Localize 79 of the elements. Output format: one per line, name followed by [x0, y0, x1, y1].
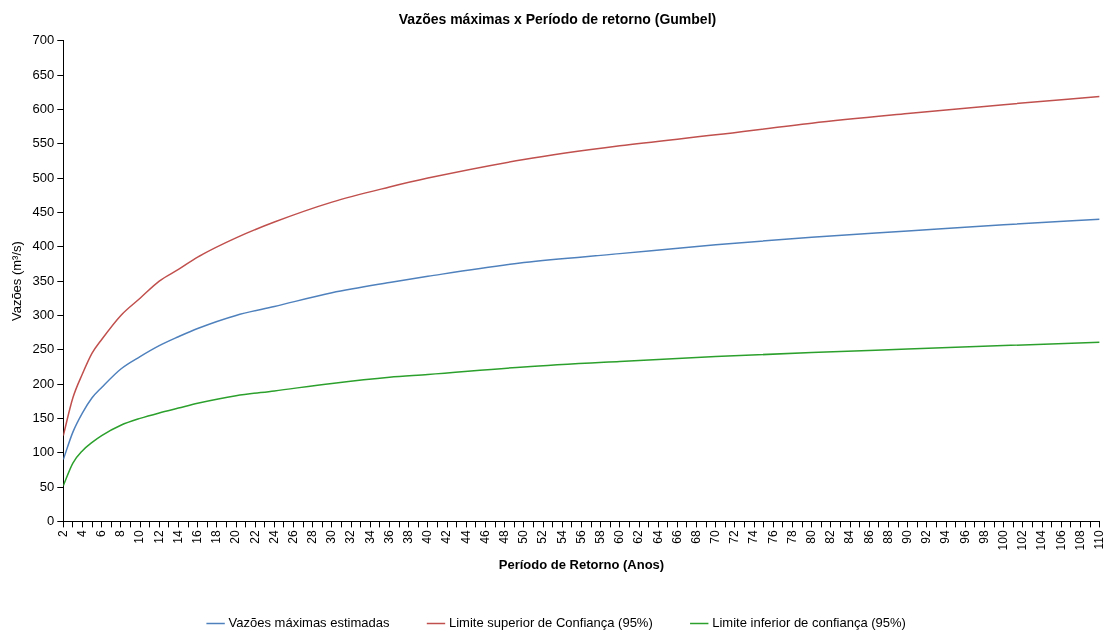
x-tick-label: 20 [228, 530, 243, 544]
x-tick-label: 72 [727, 530, 742, 544]
x-tick-label: 78 [784, 530, 799, 544]
x-tick-label: 4 [74, 530, 89, 538]
x-tick-label: 36 [381, 530, 396, 544]
x-tick-label: 68 [688, 530, 703, 544]
y-tick-label: 300 [32, 306, 55, 322]
x-tick-label: 34 [362, 530, 377, 544]
x-tick-label: 94 [938, 530, 953, 544]
x-tick-label: 74 [746, 530, 761, 544]
x-tick-label: 84 [842, 530, 857, 544]
x-tick-label: 104 [1034, 530, 1049, 551]
x-tick-label: 66 [669, 530, 684, 544]
x-tick-label: 30 [324, 530, 339, 544]
x-tick-label: 108 [1072, 530, 1087, 551]
x-tick-label: 88 [880, 530, 895, 544]
x-tick-label: 46 [477, 530, 492, 544]
x-tick-label: 70 [708, 530, 723, 544]
x-tick-label: 58 [592, 530, 607, 544]
x-tick-label: 62 [631, 530, 646, 544]
y-tick-label: 200 [32, 375, 55, 391]
x-tick-label: 106 [1053, 530, 1068, 551]
x-tick-label: 12 [151, 530, 166, 544]
x-tick-label: 56 [573, 530, 588, 544]
legend-label: Limite inferior de confiança (95%) [712, 615, 906, 631]
y-tick-label: 500 [32, 169, 55, 185]
y-tick-label: 0 [47, 512, 55, 528]
x-tick-label: 100 [995, 530, 1010, 551]
x-tick-label: 2 [55, 530, 70, 538]
x-tick-label: 26 [285, 530, 300, 544]
x-tick-label: 60 [612, 530, 627, 544]
chart-title: Vazões máximas x Período de retorno (Gumbel) [398, 11, 717, 28]
y-axis-title: Vazões (m³/s) [9, 241, 25, 322]
line-series [63, 341, 1100, 487]
x-tick-label: 80 [804, 530, 819, 544]
legend-label: Limite superior de Confiança (95%) [448, 615, 653, 631]
x-tick-label: 76 [765, 530, 780, 544]
y-tick-label: 250 [32, 341, 55, 357]
x-tick-label: 86 [861, 530, 876, 544]
x-tick-label: 90 [900, 530, 914, 544]
x-tick-label: 6 [93, 530, 108, 538]
y-tick-label: 600 [32, 101, 55, 117]
x-tick-label: 32 [343, 530, 358, 544]
x-tick-label: 8 [113, 530, 128, 538]
y-tick-label: 150 [32, 409, 55, 425]
x-tick-label: 24 [266, 530, 281, 544]
y-tick-label: 700 [32, 32, 55, 48]
x-tick-label: 92 [919, 530, 934, 544]
y-tick-label: 50 [39, 478, 55, 494]
x-tick-label: 40 [420, 530, 435, 544]
line-series [63, 95, 1100, 437]
x-tick-label: 44 [458, 530, 473, 544]
x-tick-label: 22 [247, 530, 262, 544]
x-tick-label: 64 [650, 530, 665, 544]
x-axis-title: Período de Retorno (Anos) [498, 556, 665, 572]
x-tick-label: 96 [957, 530, 972, 544]
x-tick-label: 18 [209, 530, 224, 544]
x-tick-label: 48 [496, 530, 511, 544]
line-series [63, 218, 1100, 461]
legend-label: Vazões máximas estimadas [228, 615, 390, 631]
y-tick-label: 450 [32, 204, 55, 220]
y-tick-label: 550 [32, 135, 55, 151]
x-tick-label: 28 [305, 530, 320, 544]
x-tick-label: 82 [823, 530, 838, 544]
y-tick-label: 650 [32, 66, 55, 82]
x-tick-label: 10 [132, 530, 147, 544]
x-tick-label: 110 [1091, 530, 1106, 550]
x-tick-label: 102 [1015, 530, 1030, 551]
y-tick-label: 400 [32, 238, 55, 254]
x-tick-label: 52 [535, 530, 550, 544]
x-tick-label: 42 [439, 530, 454, 544]
x-tick-label: 98 [976, 530, 991, 544]
y-tick-label: 100 [32, 444, 55, 460]
y-tick-label: 350 [32, 272, 55, 288]
x-tick-label: 38 [401, 530, 416, 544]
x-tick-label: 54 [554, 530, 569, 544]
x-tick-label: 50 [516, 530, 531, 544]
x-tick-label: 14 [170, 530, 185, 544]
x-tick-label: 16 [189, 530, 204, 544]
